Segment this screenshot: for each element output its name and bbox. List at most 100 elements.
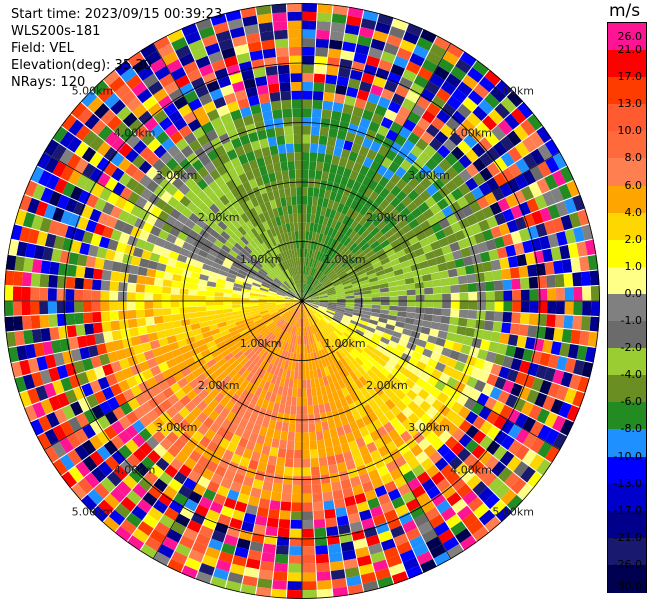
ray-gate [357,366,367,376]
ring-label: 2.00km [198,211,240,224]
ray-gate [205,301,215,306]
ray-gate [327,172,336,183]
ray-gate [407,111,422,125]
ray-gate [329,260,338,269]
ray-gate [192,483,207,497]
ray-gate [4,285,14,301]
ray-gate [478,406,492,421]
ray-gate [229,26,246,39]
ray-gate [226,489,240,501]
ray-gate [302,298,311,301]
ray-gate [109,281,119,292]
ray-gate [217,220,228,231]
ray-gate [416,339,427,348]
ray-gate [31,371,44,388]
ray-gate [393,378,405,389]
ray-gate [48,395,62,412]
ray-gate [74,312,85,325]
ray-gate [97,376,110,390]
ray-gate [115,348,127,361]
ray-gate [219,407,231,419]
ray-gate [303,274,307,284]
ray-gate [246,188,256,200]
ray-gate [248,159,259,170]
ray-gate [230,198,240,209]
ray-gate [342,423,353,435]
ray-gate [271,438,280,449]
ray-gate [330,275,339,282]
ray-gate [353,191,364,203]
ray-gate [109,301,119,311]
ray-gate [554,314,565,329]
ray-gate [173,492,188,506]
ray-gate [179,307,189,314]
ray-gate [312,314,319,323]
ray-gate [364,265,375,273]
ray-gate [266,228,274,239]
ray-gate [234,43,249,56]
ray-gate [392,330,402,339]
ray-gate [302,257,305,266]
ray-gate [314,360,321,370]
ray-gate [286,259,292,269]
ray-gate [196,290,207,296]
ray-gate [402,265,413,274]
ray-gate [502,279,513,291]
ray-gate [320,474,331,485]
ray-gate [432,286,443,294]
ray-gate [138,477,153,492]
ray-gate [145,213,158,226]
ray-gate [272,579,287,590]
ray-gate [259,232,267,243]
colorbar-tick-label: -4.0 [620,368,642,382]
ray-gate [23,180,38,197]
ray-gate [132,58,149,74]
ray-gate [347,78,361,90]
ray-gate [292,484,302,494]
ray-gate [370,365,381,376]
ray-gate [157,544,175,559]
ray-gate [73,228,86,242]
ray-gate [114,526,132,542]
ray-gate [213,403,225,415]
ray-gate [582,301,592,316]
ray-gate [534,194,548,210]
ray-gate [135,292,145,301]
ray-gate [289,325,294,335]
ray-gate [452,342,463,353]
ray-gate [91,79,109,97]
ray-gate [364,359,374,370]
radar-rays [4,3,600,599]
ray-gate [302,292,305,301]
ray-gate [407,457,421,470]
ray-gate [277,308,287,313]
ray-gate [79,346,91,360]
ray-gate [313,250,319,260]
ray-gate [362,290,372,295]
ray-gate [118,310,128,320]
ray-gate [379,313,389,320]
ray-gate [408,356,420,367]
ray-gate [120,402,133,416]
ray-gate [417,388,430,401]
ray-gate [316,439,326,450]
ray-gate [461,204,474,218]
ray-gate [466,273,477,284]
ray-gate [315,341,321,351]
ray-gate [281,170,289,180]
ray-gate [536,126,552,144]
ray-gate [378,530,393,543]
ray-gate [302,581,317,591]
ray-gate [245,371,255,382]
ray-gate [237,269,248,276]
ray-gate [288,316,295,325]
ray-gate [346,239,355,249]
ray-gate [167,444,181,458]
ray-gate [104,249,116,261]
ray-gate [217,274,227,281]
ray-gate [318,320,326,329]
ray-gate [56,364,69,380]
ray-gate [125,74,142,90]
ray-gate [168,250,180,261]
ray-gate [442,50,460,66]
